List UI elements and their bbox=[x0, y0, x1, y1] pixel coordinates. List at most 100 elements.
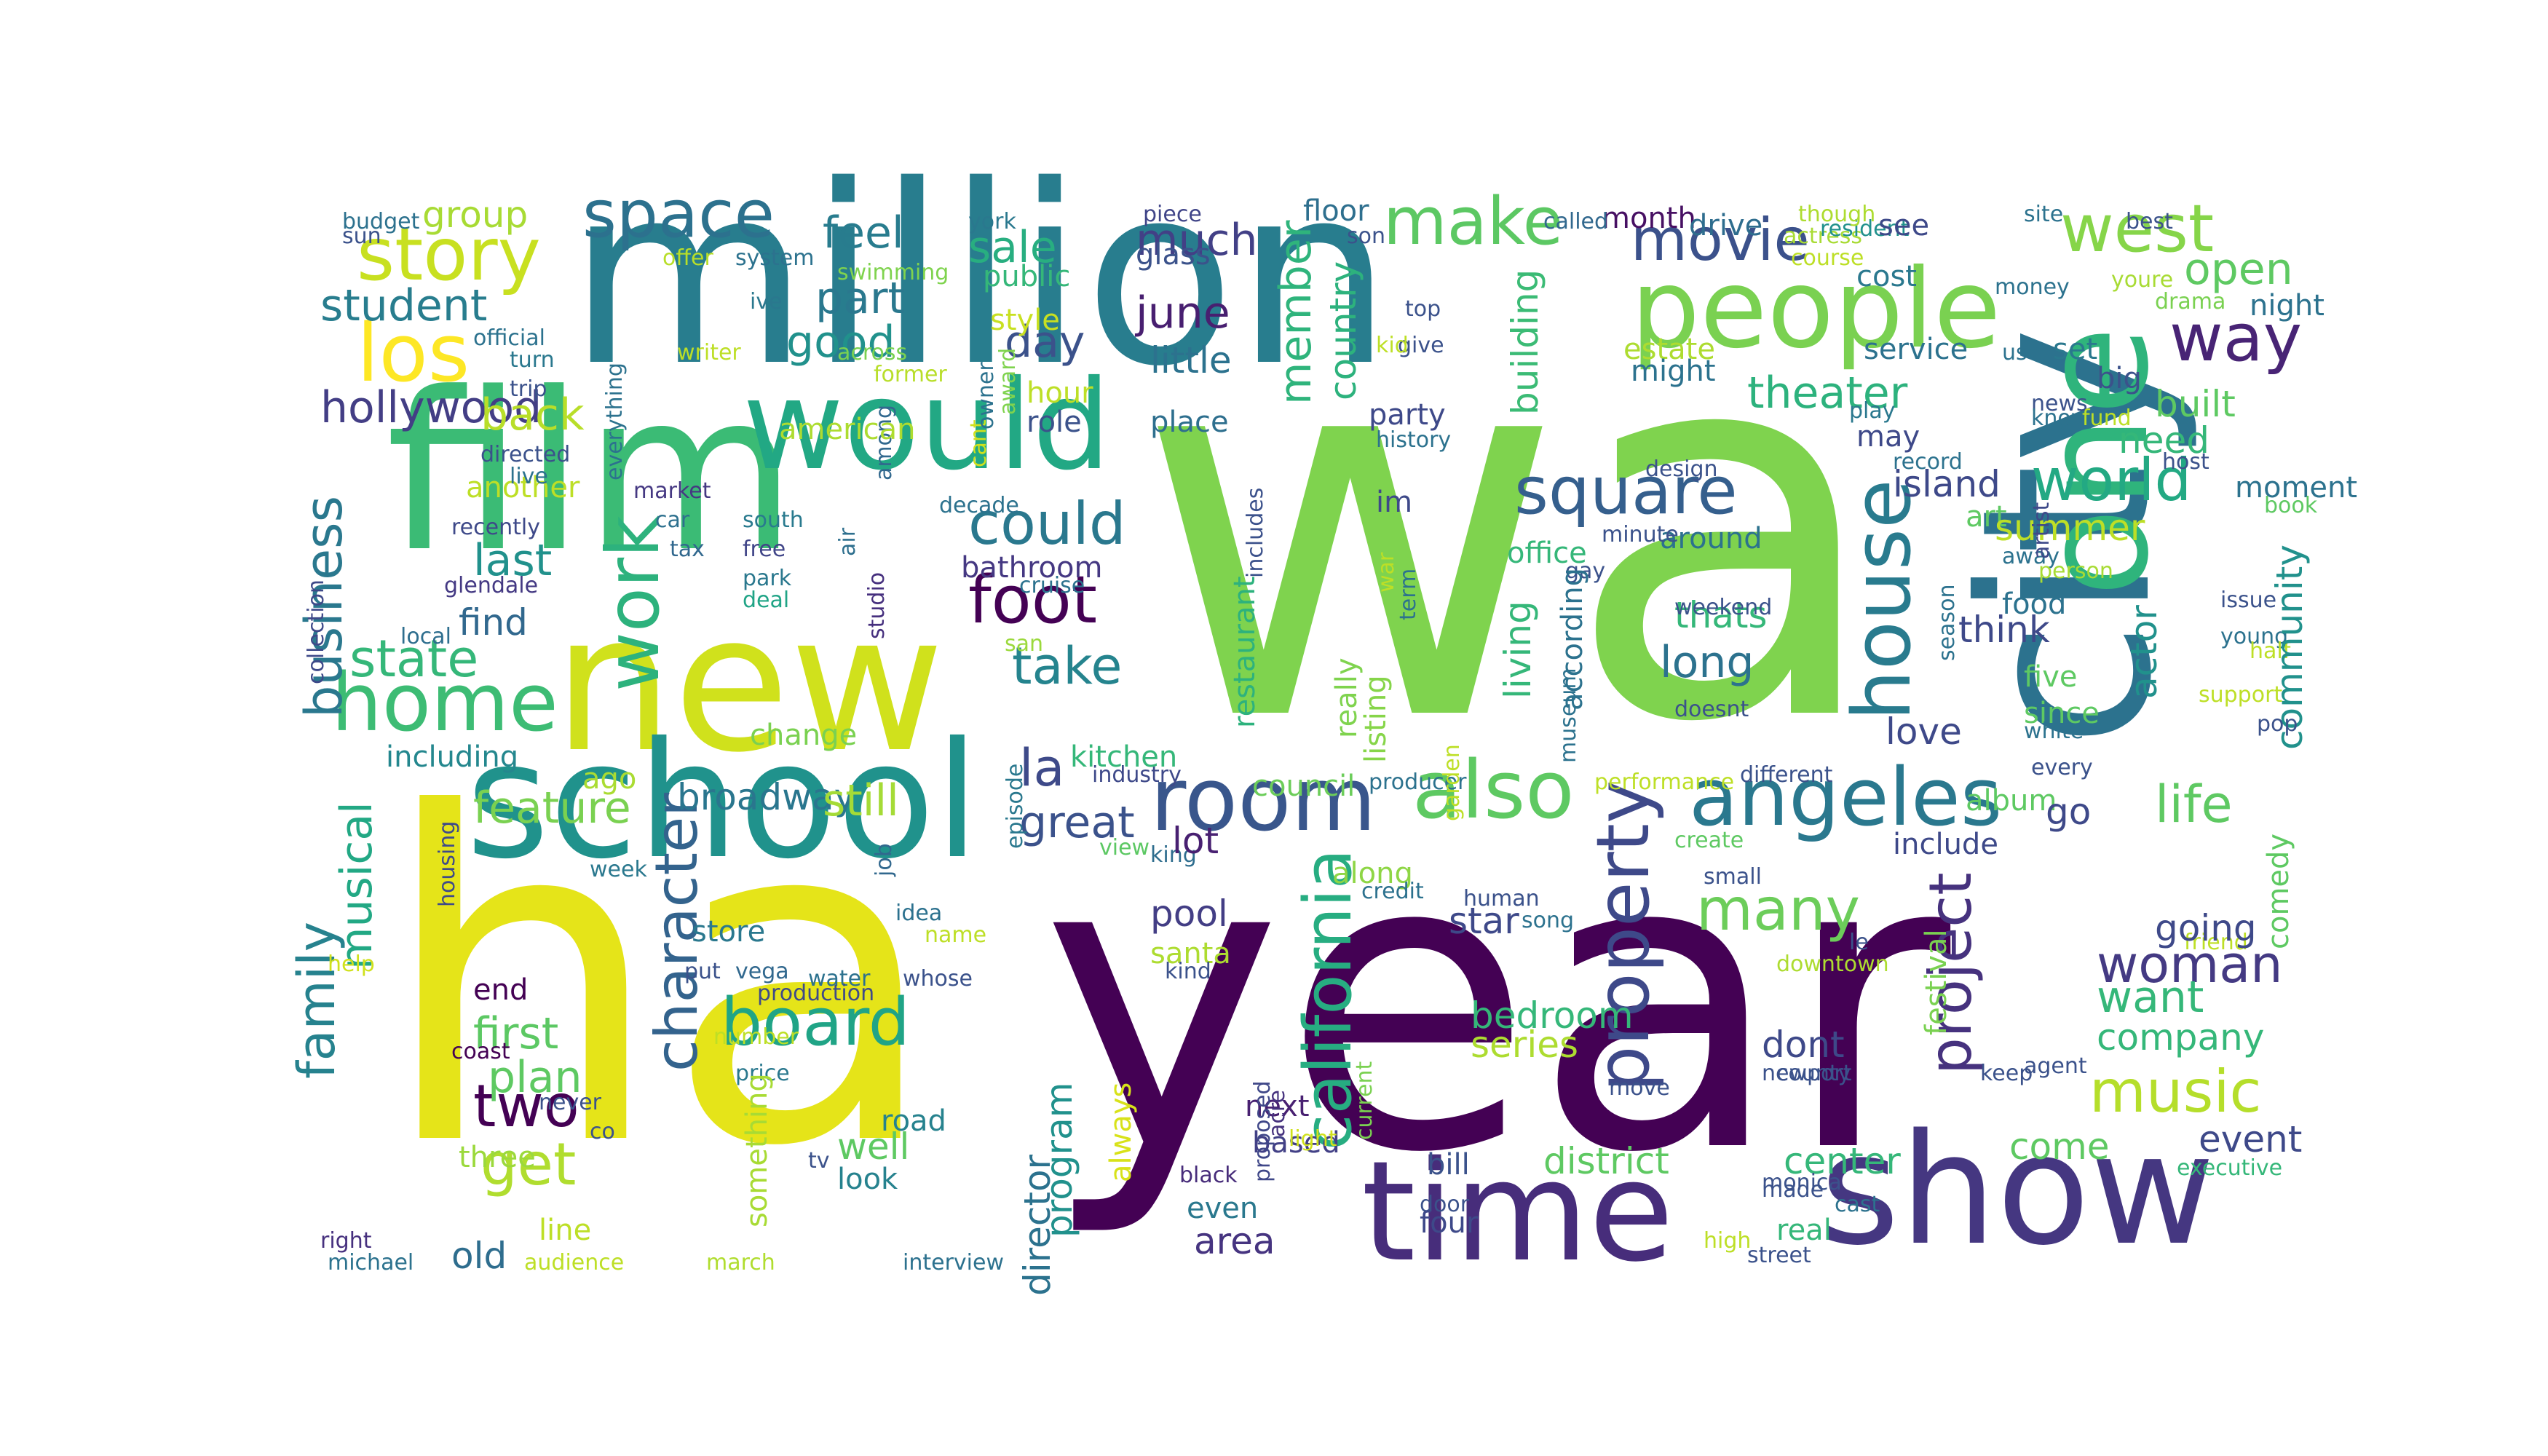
word-office: office bbox=[1507, 537, 1587, 570]
word-line: line bbox=[539, 1214, 592, 1247]
word-turn: turn bbox=[510, 347, 555, 373]
word-week: week bbox=[590, 857, 647, 882]
word-thats: thats bbox=[1674, 594, 1768, 636]
word-friend: friend bbox=[2184, 930, 2248, 955]
word-square: square bbox=[1514, 453, 1738, 529]
word-ive: ive bbox=[750, 289, 783, 314]
word-gay: gay bbox=[1565, 558, 1606, 584]
word-well: well bbox=[837, 1125, 910, 1168]
word-also: also bbox=[1412, 743, 1575, 836]
word-dont: dont bbox=[1762, 1024, 1845, 1066]
word-film: film bbox=[386, 346, 797, 600]
word-still: still bbox=[823, 775, 899, 826]
word-young: young bbox=[2220, 624, 2289, 649]
word-york: york bbox=[968, 209, 1016, 234]
word-county: county bbox=[1776, 1061, 1851, 1086]
word-great: great bbox=[1019, 797, 1135, 848]
word-move: move bbox=[1609, 1075, 1670, 1101]
word-white: white bbox=[2024, 719, 2084, 744]
word-money: money bbox=[1995, 274, 2070, 300]
word-never: never bbox=[539, 1090, 602, 1115]
word-song: song bbox=[1522, 908, 1575, 933]
word-many: many bbox=[1696, 876, 1860, 943]
word-find: find bbox=[459, 601, 528, 644]
word-american: american bbox=[779, 413, 916, 446]
word-think: think bbox=[1958, 609, 2050, 651]
word-broadway: broadway bbox=[677, 776, 856, 818]
word-air: air bbox=[835, 527, 860, 556]
word-street: street bbox=[1747, 1243, 1811, 1268]
word-human: human bbox=[1463, 886, 1540, 911]
word-feature: feature bbox=[473, 783, 631, 834]
word-night: night bbox=[2250, 289, 2325, 323]
word-high: high bbox=[1704, 1228, 1752, 1254]
word-idea: idea bbox=[895, 901, 943, 926]
word-may: may bbox=[1856, 420, 1920, 454]
word-writer: writer bbox=[677, 340, 741, 365]
word-best: best bbox=[2126, 209, 2173, 234]
word-interview: interview bbox=[903, 1250, 1004, 1275]
word-war: war bbox=[1374, 552, 1399, 593]
word-since: since bbox=[2024, 697, 2100, 730]
word-offer: offer bbox=[662, 245, 713, 271]
word-member: member bbox=[1270, 220, 1321, 405]
word-world: world bbox=[2031, 446, 2192, 514]
word-party: party bbox=[1369, 398, 1446, 432]
word-whose: whose bbox=[903, 966, 973, 992]
word-drama: drama bbox=[2155, 289, 2226, 314]
word-along: along bbox=[1332, 857, 1413, 890]
word-theater: theater bbox=[1747, 368, 1908, 419]
word-garden: garden bbox=[1439, 744, 1465, 821]
word-june: june bbox=[1136, 288, 1230, 339]
word-based: based bbox=[1252, 1126, 1340, 1160]
word-role: role bbox=[1026, 405, 1082, 439]
word-performance: performance bbox=[1594, 769, 1735, 795]
word-next: next bbox=[1245, 1090, 1310, 1123]
word-want: want bbox=[2097, 972, 2204, 1023]
word-built: built bbox=[2155, 383, 2236, 425]
word-sun: sun bbox=[342, 223, 381, 249]
word-could: could bbox=[968, 490, 1126, 558]
word-job: job bbox=[871, 843, 897, 877]
word-four: four bbox=[1420, 1206, 1479, 1240]
word-season: season bbox=[1934, 584, 1960, 661]
word-pop: pop bbox=[2257, 711, 2298, 737]
word-work: work bbox=[590, 515, 676, 692]
word-group: group bbox=[422, 194, 529, 236]
word-number: number bbox=[713, 1024, 799, 1050]
word-minute: minute bbox=[1602, 522, 1679, 547]
word-known: known bbox=[2031, 405, 2103, 431]
word-weekend: weekend bbox=[1674, 595, 1773, 620]
word-help: help bbox=[328, 951, 375, 977]
word-youre: youre bbox=[2111, 267, 2174, 293]
word-council: council bbox=[1252, 769, 1356, 803]
word-get: get bbox=[480, 1131, 577, 1198]
word-country: country bbox=[1322, 261, 1364, 400]
word-really: really bbox=[1330, 657, 1364, 738]
word-movie: movie bbox=[1631, 206, 1810, 274]
word-album: album bbox=[1966, 784, 2057, 818]
word-market: market bbox=[633, 478, 711, 504]
word-play: play bbox=[1849, 398, 1896, 424]
word-building: building bbox=[1504, 269, 1546, 415]
word-back: back bbox=[480, 389, 585, 440]
word-food: food bbox=[2002, 587, 2067, 621]
word-feel: feel bbox=[823, 207, 904, 258]
word-free: free bbox=[743, 537, 786, 562]
word-come: come bbox=[2009, 1125, 2110, 1168]
word-keep: keep bbox=[1980, 1061, 2033, 1086]
word-actor: actor bbox=[2123, 605, 2165, 699]
word-local: local bbox=[400, 624, 451, 649]
word-year: year bbox=[1041, 767, 1951, 1242]
word-pool: pool bbox=[1150, 893, 1228, 935]
word-includes: includes bbox=[1243, 487, 1268, 578]
word-show: show bbox=[1820, 1101, 2215, 1279]
word-woman: woman bbox=[2097, 935, 2283, 994]
word-los: los bbox=[357, 306, 470, 400]
word-going: going bbox=[2155, 907, 2257, 949]
word-san: san bbox=[1005, 631, 1044, 657]
word-south: south bbox=[743, 507, 804, 533]
word-name: name bbox=[925, 922, 987, 948]
word-drive: drive bbox=[1689, 209, 1763, 242]
word-top: top bbox=[1405, 296, 1441, 322]
